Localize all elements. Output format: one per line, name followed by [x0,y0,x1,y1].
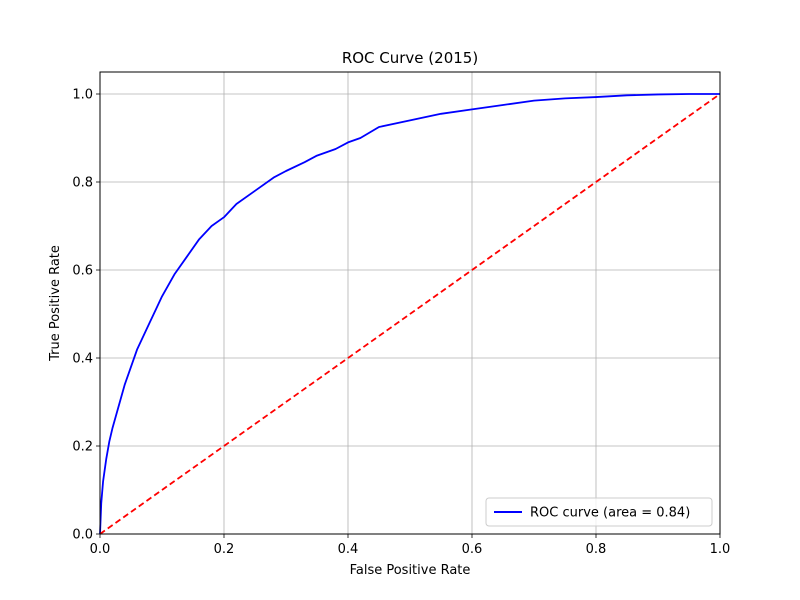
roc-curve-line [99,93,720,535]
y-tick-label: 1.0 [72,88,93,103]
y-tick-label: 0.8 [72,176,93,191]
ticks: 0.0 0.2 0.4 0.6 0.8 1.0 0.0 0.2 0.4 0.6 0.8 1.0 [72,88,730,558]
chance-diagonal-line [99,93,721,535]
y-tick-label: 0.2 [72,440,93,455]
chart-title: ROC Curve (2015) [342,49,478,67]
y-tick-label: 0.0 [72,528,93,543]
x-tick-label: 0.0 [90,542,111,557]
legend-box [485,497,713,527]
series-layer [99,93,721,535]
x-tick-label: 0.4 [338,542,359,557]
legend-label-roc: ROC curve (area = 0.84) [530,506,690,521]
y-tick-label: 0.6 [72,264,93,279]
legend: ROC curve (area = 0.84) [485,497,713,527]
x-tick-label: 0.2 [214,542,235,557]
x-tick-label: 0.8 [586,542,607,557]
y-axis-label: True Positive Rate [48,245,63,362]
x-tick-label: 0.6 [462,542,483,557]
x-tick-label: 1.0 [710,542,731,557]
x-axis-label: False Positive Rate [350,563,471,578]
y-tick-label: 0.4 [72,352,93,367]
plot-frame [99,71,721,535]
grid [99,72,721,535]
